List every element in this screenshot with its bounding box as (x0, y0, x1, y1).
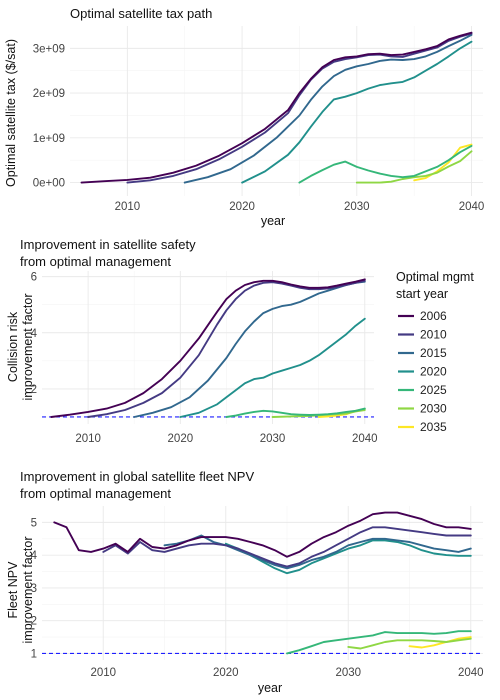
safety-chart-subtitle: from optimal management (20, 254, 171, 269)
series-line-2020 (224, 539, 472, 575)
x-tick-label: 2040 (458, 667, 484, 679)
x-tick-label: 2030 (335, 667, 361, 679)
x-tick-label: 2020 (213, 667, 239, 679)
series-line-2015 (183, 33, 473, 184)
npv-y-axis-title-line2: improvement factor (21, 537, 35, 644)
npv-chart-subtitle: from optimal management (20, 486, 171, 501)
series-line-2010 (87, 279, 366, 418)
legend-label-2010: 2010 (420, 328, 447, 342)
series-line-2030 (347, 637, 472, 650)
x-tick-label: 2010 (75, 433, 101, 445)
legend-title-line2: start year (396, 287, 448, 301)
tax-chart: Optimal satellite tax path Optimal satel… (4, 6, 484, 228)
series-line-2025 (298, 144, 473, 184)
y-tick-label: 0e+00 (33, 178, 65, 190)
x-tick-label: 2030 (260, 433, 286, 445)
series-line-2020 (179, 317, 366, 418)
y-tick-label: 3e+09 (33, 43, 65, 55)
x-tick-label: 2040 (459, 201, 485, 213)
y-tick-label: 2e+09 (33, 88, 65, 100)
series-line-2025 (225, 407, 366, 418)
safety-chart: Improvement in satellite safety from opt… (6, 237, 378, 445)
series-line-2030 (355, 150, 473, 184)
x-tick-label: 2040 (352, 433, 378, 445)
legend-label-2015: 2015 (420, 346, 447, 360)
series-line-2006 (80, 31, 473, 184)
npv-chart-title: Improvement in global satellite fleet NP… (20, 469, 254, 484)
x-tick-label: 2010 (90, 667, 116, 679)
legend-label-2020: 2020 (420, 365, 447, 379)
legend-label-2030: 2030 (420, 402, 447, 416)
series-line-2006 (50, 278, 366, 418)
y-tick-label: 2 (31, 616, 37, 628)
y-tick-label: 2 (31, 384, 37, 396)
safety-y-axis-title-line2: improvement factor (21, 294, 35, 401)
y-tick-label: 4 (31, 328, 38, 340)
series-line-2035 (413, 143, 473, 182)
series-line-2015 (133, 280, 366, 418)
legend-label-2006: 2006 (420, 309, 447, 323)
npv-y-axis-title-line1: Fleet NPV (6, 561, 20, 619)
series-line-2010 (126, 32, 473, 184)
npv-x-axis-title: year (258, 681, 282, 695)
y-tick-label: 6 (31, 272, 37, 284)
x-tick-label: 2010 (115, 201, 141, 213)
series-line-2035 (408, 636, 472, 649)
series-line-2010 (102, 526, 472, 568)
tax-y-axis-title: Optimal satellite tax ($/sat) (4, 39, 18, 187)
y-tick-label: 1 (31, 648, 37, 660)
safety-chart-title: Improvement in satellite safety (20, 237, 196, 252)
npv-chart: Improvement in global satellite fleet NP… (6, 469, 484, 695)
series-line-2025 (286, 630, 472, 655)
y-tick-label: 4 (31, 550, 38, 562)
series-line-2020 (241, 40, 473, 184)
y-tick-label: 3 (31, 583, 37, 595)
tax-x-axis-title: year (261, 214, 285, 228)
safety-y-axis-title-line1: Collision risk (6, 311, 20, 382)
series-line-2015 (163, 534, 472, 570)
series-line-2006 (53, 511, 472, 558)
y-tick-label: 1e+09 (33, 133, 65, 145)
x-tick-label: 2020 (229, 201, 255, 213)
y-tick-label: 5 (31, 517, 37, 529)
legend-label-2025: 2025 (420, 383, 447, 397)
tax-chart-title: Optimal satellite tax path (70, 6, 212, 21)
legend-label-2035: 2035 (420, 420, 447, 434)
x-tick-label: 2020 (168, 433, 194, 445)
legend-title-line1: Optimal mgmt (396, 270, 474, 284)
x-tick-label: 2030 (344, 201, 370, 213)
legend: Optimal mgmt start year 2006 2010 2015 2020… (396, 270, 474, 434)
